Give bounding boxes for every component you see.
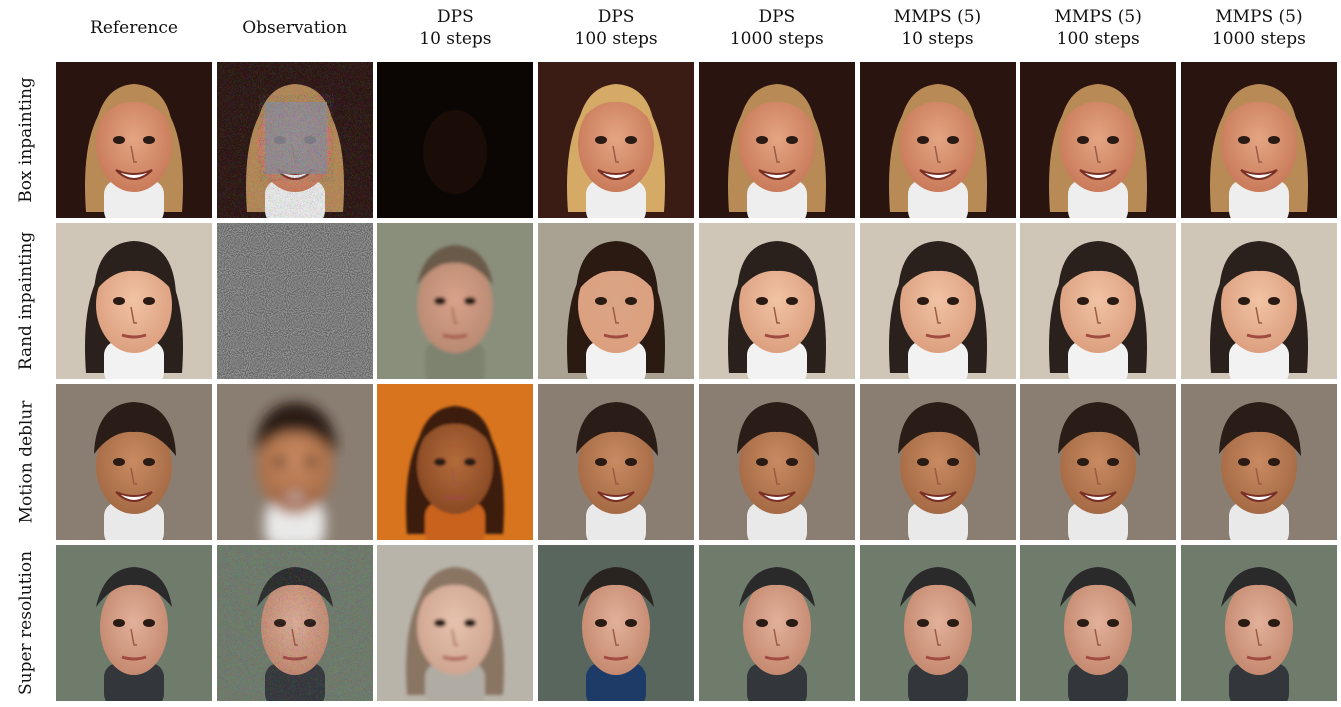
column-header-line1: DPS [437, 7, 474, 27]
result-image [216, 384, 373, 540]
result-image [698, 384, 855, 540]
result-image [56, 223, 212, 379]
column-header-line2: Reference [90, 18, 178, 38]
result-image [377, 223, 534, 379]
result-image [859, 545, 1016, 701]
column-header-line2: 100 steps [1056, 29, 1140, 49]
column-header: Reference [56, 17, 212, 39]
column-header-line2: Observation [242, 18, 348, 38]
column-header-line2: 10 steps [419, 29, 492, 49]
result-image [216, 62, 373, 218]
result-image [698, 62, 855, 218]
result-image [56, 62, 212, 218]
row-header-label: Super resolution [16, 550, 36, 696]
column-header-line2: 100 steps [574, 29, 658, 49]
result-image [377, 62, 534, 218]
row-header-label: Rand inpainting [16, 231, 37, 371]
column-header: DPS 1000 steps [699, 6, 855, 50]
column-header: DPS 100 steps [538, 6, 694, 50]
column-header: Observation [217, 17, 373, 39]
result-image [1180, 384, 1337, 540]
result-image [538, 62, 695, 218]
result-image [1020, 62, 1177, 218]
result-image [56, 545, 212, 701]
result-image [859, 384, 1016, 540]
column-header-line2: 10 steps [901, 29, 974, 49]
result-image [859, 62, 1016, 218]
column-header: MMPS (5) 1000 steps [1181, 6, 1337, 50]
column-header-line1: MMPS (5) [1215, 7, 1303, 27]
result-image [216, 545, 373, 701]
column-header: MMPS (5) 100 steps [1020, 6, 1176, 50]
result-image [1180, 223, 1337, 379]
result-image [1180, 545, 1337, 701]
column-header: MMPS (5) 10 steps [860, 6, 1016, 50]
result-image [56, 384, 212, 540]
column-header-line1: MMPS (5) [893, 7, 982, 27]
result-image [377, 545, 534, 701]
column-header-line1: DPS [597, 7, 635, 27]
result-image [1180, 62, 1337, 218]
result-image [698, 545, 855, 701]
result-image [538, 545, 695, 701]
result-image [538, 223, 695, 379]
column-header: DPS 10 steps [377, 6, 533, 50]
result-image [1020, 545, 1177, 701]
row-header-label: Box inpainting [16, 77, 37, 203]
column-header-line1: DPS [758, 7, 796, 27]
result-image [1020, 223, 1177, 379]
result-image [377, 384, 534, 540]
row-header-label: Motion deblur [16, 400, 36, 524]
result-image [216, 223, 373, 379]
result-image [698, 223, 855, 379]
column-header-line2: 1000 steps [729, 29, 824, 49]
column-header-line1: MMPS (5) [1054, 7, 1142, 27]
column-header-line2: 1000 steps [1211, 29, 1306, 49]
result-image [538, 384, 695, 540]
result-image [859, 223, 1016, 379]
result-image [1020, 384, 1177, 540]
